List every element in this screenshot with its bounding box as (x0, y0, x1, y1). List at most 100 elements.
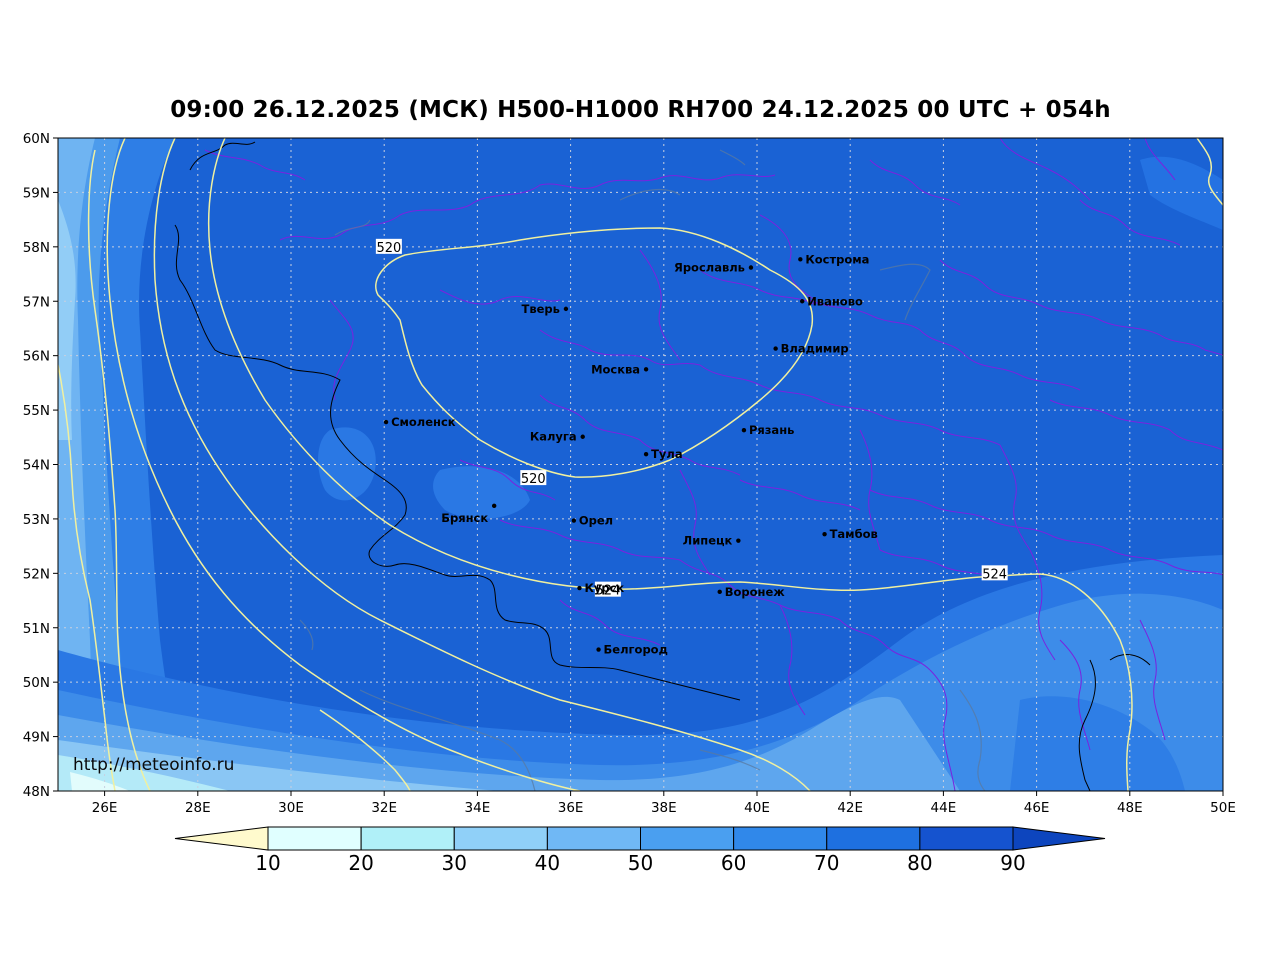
lat-tick-label: 52N (23, 566, 50, 582)
lon-tick-label: 44E (931, 800, 957, 816)
colorbar-label: 90 (1000, 851, 1025, 875)
lat-tick-label: 58N (23, 240, 50, 256)
contour-label-text: 520 (376, 241, 401, 256)
city-marker: Воронеж (717, 585, 786, 599)
city-marker: Смоленск (383, 415, 456, 429)
lon-tick-label: 50E (1210, 800, 1236, 816)
rivers (299, 149, 986, 791)
city-label: Москва (591, 362, 640, 376)
contour-524 (207, 138, 1133, 791)
city-label: Брянск (441, 511, 488, 525)
colorbar-label: 60 (721, 851, 746, 875)
city-label: Смоленск (391, 415, 456, 429)
lat-tick-label: 51N (23, 621, 50, 637)
contour-labels: 520 520 524 524 (375, 238, 1008, 599)
lat-tick-label: 59N (23, 185, 50, 201)
rh-field-south-50 (58, 696, 960, 791)
colorbar-segment (546, 826, 641, 851)
city-dot (741, 428, 747, 433)
lon-tick-label: 36E (558, 800, 584, 816)
colorbar-label: 50 (628, 851, 653, 875)
city-marker: Москва (591, 362, 649, 376)
city-dot (798, 257, 803, 262)
city-dot (822, 531, 827, 537)
city-dot (736, 538, 741, 543)
map-plot-area: 520 520 524 524 Кострома Ярославль Иваново Тве… (58, 138, 1223, 791)
contour-label-text: 524 (982, 567, 1007, 582)
lat-tick-label: 55N (23, 403, 50, 419)
colorbar-segment (267, 826, 362, 851)
lon-tick-label: 26E (92, 800, 118, 816)
lon-tick-label: 48E (1117, 800, 1143, 816)
city-marker: Тамбов (822, 527, 878, 541)
rh-patch (318, 427, 376, 501)
colorbar-label: 30 (442, 851, 467, 875)
colorbar-segment (919, 826, 1014, 851)
map-title: 09:00 26.12.2025 (МСК) H500-H1000 RH700 … (170, 97, 1111, 123)
colorbar-extend-low (174, 826, 269, 851)
city-dot (596, 647, 601, 652)
city-marker: Орел (571, 514, 613, 528)
rh-patch (1140, 156, 1223, 230)
colorbar-segment (453, 826, 548, 851)
city-markers: Кострома Ярославль Иваново Тверь Владимир Мос… (383, 252, 878, 657)
city-label: Ярославль (674, 261, 745, 275)
lon-tick-label: 46E (1024, 800, 1050, 816)
city-marker: Владимир (773, 342, 849, 356)
colorbar-segment (826, 826, 921, 851)
lon-tick-label: 28E (185, 800, 211, 816)
city-marker: Белгород (596, 643, 668, 657)
lat-tick-label: 49N (23, 730, 50, 746)
city-marker: Брянск (441, 503, 497, 525)
contour-label-bg (520, 470, 547, 486)
contour-label-bg (594, 581, 621, 597)
city-marker: Кострома (798, 252, 869, 266)
lon-tick-label: 34E (465, 800, 491, 816)
city-label: Тверь (522, 302, 560, 316)
city-label: Калуга (530, 430, 577, 444)
city-dot (491, 503, 497, 509)
lat-tick-label: 60N (23, 131, 50, 147)
rh-patch (433, 466, 530, 519)
watermark: http://meteoinfo.ru (73, 755, 234, 775)
rh-field-south-20 (70, 772, 130, 791)
contour-label: 524 (594, 581, 621, 599)
contour-label-bg (981, 565, 1008, 581)
lat-tick-label: 48N (23, 784, 50, 800)
city-marker: Курск (577, 581, 624, 595)
contour-516 (1196, 138, 1223, 206)
city-marker: Рязань (741, 423, 794, 437)
country-borders (174, 141, 1151, 791)
lat-tick-label: 54N (23, 458, 50, 474)
city-marker: Ярославль (674, 261, 754, 275)
lat-tick-label: 53N (23, 512, 50, 528)
colorbar-label: 70 (814, 851, 839, 875)
city-dot (383, 419, 389, 425)
contour-label: 520 (520, 470, 547, 487)
contour-536b (58, 364, 116, 791)
contour-536c (319, 709, 411, 791)
city-label: Владимир (781, 342, 849, 356)
rh-field-south-60 (58, 593, 1223, 791)
lon-tick-label: 40E (744, 800, 770, 816)
city-label: Воронеж (725, 585, 786, 599)
colorbar: 10 20 30 40 50 60 70 80 90 (174, 826, 1106, 875)
lat-tick-label: 56N (23, 349, 50, 365)
lon-tick-label: 42E (837, 800, 863, 816)
contour-label: 520 (375, 238, 402, 256)
contour-label-bg (375, 238, 402, 254)
city-marker: Тверь (522, 302, 569, 316)
contour-label-text: 524 (595, 584, 620, 599)
colorbar-extend-high (1012, 826, 1106, 851)
city-label: Тула (651, 447, 683, 461)
city-dot (571, 518, 577, 523)
map-axes: 60N 59N 58N 57N 56N 55N 54N 53N 52N 51N 50N 49N 48N 2… (23, 131, 1236, 816)
lon-tick-label: 30E (278, 800, 304, 816)
city-label: Иваново (807, 294, 863, 308)
city-dot (748, 265, 754, 270)
colorbar-segment (733, 826, 828, 851)
colorbar-segment (640, 826, 735, 851)
city-dot (800, 299, 805, 304)
city-marker: Иваново (800, 294, 863, 308)
